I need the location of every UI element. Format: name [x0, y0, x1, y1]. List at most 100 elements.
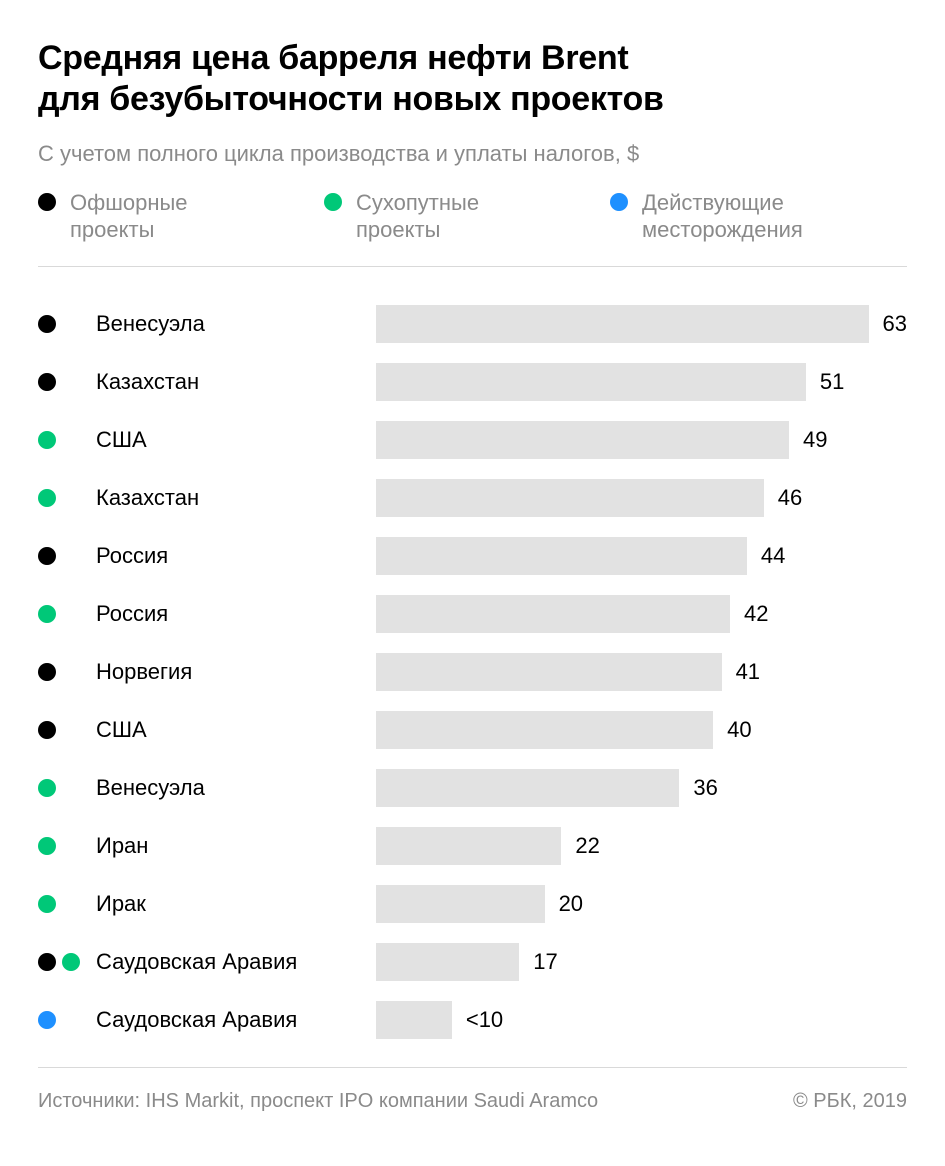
row-label: Венесуэла	[96, 311, 376, 337]
bar	[376, 711, 713, 749]
chart-row: Саудовская Аравия 17	[38, 933, 907, 991]
chart-row: Казахстан 51	[38, 353, 907, 411]
chart-area: Венесуэла63Казахстан51США49Казахстан46Ро…	[38, 267, 907, 1067]
category-dot-icon	[38, 837, 56, 855]
bar-value: 41	[736, 659, 760, 685]
bar-value: 44	[761, 543, 785, 569]
category-dot-icon	[38, 1011, 56, 1029]
category-dot-icon	[38, 373, 56, 391]
category-dot-icon	[38, 547, 56, 565]
row-dots	[38, 895, 96, 913]
category-dot-icon	[62, 953, 80, 971]
row-dots	[38, 953, 96, 971]
category-dot-icon	[38, 721, 56, 739]
bar	[376, 769, 679, 807]
category-dot-icon	[38, 663, 56, 681]
chart-row: Саудовская Аравия <10	[38, 991, 907, 1049]
bar-cell: 36	[376, 769, 907, 807]
chart-row: Казахстан46	[38, 469, 907, 527]
bar	[376, 305, 869, 343]
bar-cell: 42	[376, 595, 907, 633]
bar-cell: 17	[376, 943, 907, 981]
row-label: Ирак	[96, 891, 376, 917]
bar-value: 22	[575, 833, 599, 859]
legend-label: Действующие месторождения	[642, 189, 832, 244]
bar-value: 36	[693, 775, 717, 801]
row-label: США	[96, 427, 376, 453]
row-dots	[38, 721, 96, 739]
bar-cell: 40	[376, 711, 907, 749]
bar	[376, 595, 730, 633]
bar-cell: 22	[376, 827, 907, 865]
bar-cell: 63	[376, 305, 907, 343]
chart-row: Россия42	[38, 585, 907, 643]
row-label: Казахстан	[96, 485, 376, 511]
bar-value: 42	[744, 601, 768, 627]
row-label: Норвегия	[96, 659, 376, 685]
bar	[376, 537, 747, 575]
bar-value: 20	[559, 891, 583, 917]
row-label: Иран	[96, 833, 376, 859]
bar-cell: 20	[376, 885, 907, 923]
legend-dot-icon	[324, 193, 342, 211]
row-dots	[38, 605, 96, 623]
row-label: Казахстан	[96, 369, 376, 395]
row-label: США	[96, 717, 376, 743]
bar	[376, 479, 764, 517]
row-dots	[38, 431, 96, 449]
legend-item: Офшорные проекты	[38, 189, 260, 244]
legend-dot-icon	[38, 193, 56, 211]
row-dots	[38, 1011, 96, 1029]
row-dots	[38, 315, 96, 333]
legend-label: Сухопутные проекты	[356, 189, 546, 244]
chart-row: Норвегия 41	[38, 643, 907, 701]
bar	[376, 827, 561, 865]
legend-dot-icon	[610, 193, 628, 211]
bar	[376, 653, 722, 691]
copyright-text: © РБК, 2019	[793, 1090, 907, 1113]
category-dot-icon	[38, 315, 56, 333]
row-label: Венесуэла	[96, 775, 376, 801]
chart-row: Венесуэла63	[38, 295, 907, 353]
title-line-2: для безубыточности новых проектов	[38, 80, 664, 118]
chart-row: Россия 44	[38, 527, 907, 585]
row-dots	[38, 547, 96, 565]
row-label: Саудовская Аравия	[96, 949, 376, 975]
chart-row: Ирак 20	[38, 875, 907, 933]
bar	[376, 363, 806, 401]
chart-subtitle: С учетом полного цикла производства и уп…	[38, 141, 907, 167]
title-line-1: Средняя цена барреля нефти Brent	[38, 39, 628, 77]
category-dot-icon	[38, 605, 56, 623]
row-dots	[38, 663, 96, 681]
category-dot-icon	[38, 431, 56, 449]
bar-value: 49	[803, 427, 827, 453]
bar-value: <10	[466, 1007, 503, 1033]
category-dot-icon	[38, 489, 56, 507]
legend: Офшорные проекты Сухопутные проекты Действ…	[38, 189, 907, 244]
bar-cell: 51	[376, 363, 907, 401]
bar	[376, 1001, 452, 1039]
category-dot-icon	[38, 953, 56, 971]
row-label: Россия	[96, 543, 376, 569]
bar	[376, 421, 789, 459]
bar-cell: 41	[376, 653, 907, 691]
chart-row: Иран 22	[38, 817, 907, 875]
bar-cell: 49	[376, 421, 907, 459]
chart-row: Венесуэла 36	[38, 759, 907, 817]
legend-item: Сухопутные проекты	[324, 189, 546, 244]
source-text: Источники: IHS Markit, проспект IPO комп…	[38, 1090, 598, 1113]
legend-item: Действующие месторождения	[610, 189, 832, 244]
divider-bottom	[38, 1067, 907, 1068]
bar-value: 17	[533, 949, 557, 975]
footer: Источники: IHS Markit, проспект IPO комп…	[38, 1090, 907, 1113]
row-dots	[38, 373, 96, 391]
row-dots	[38, 489, 96, 507]
bar-value: 51	[820, 369, 844, 395]
bar-cell: <10	[376, 1001, 907, 1039]
row-dots	[38, 837, 96, 855]
row-dots	[38, 779, 96, 797]
bar	[376, 943, 519, 981]
chart-row: США 49	[38, 411, 907, 469]
category-dot-icon	[38, 895, 56, 913]
row-label: Саудовская Аравия	[96, 1007, 376, 1033]
